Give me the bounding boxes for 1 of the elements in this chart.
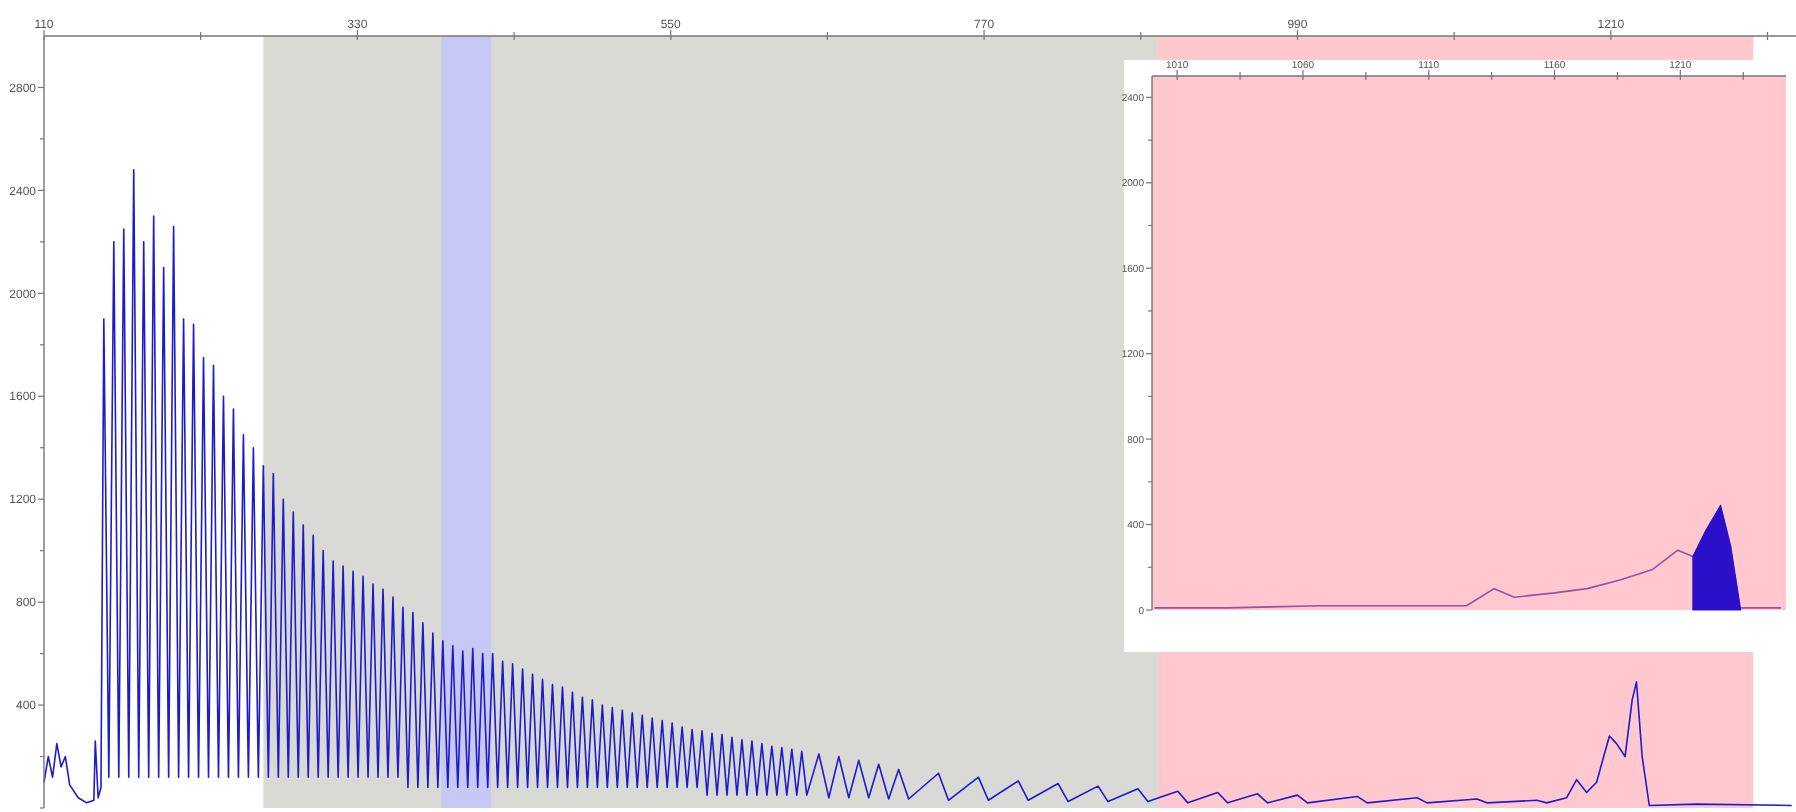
line-series	[43, 169, 1793, 807]
